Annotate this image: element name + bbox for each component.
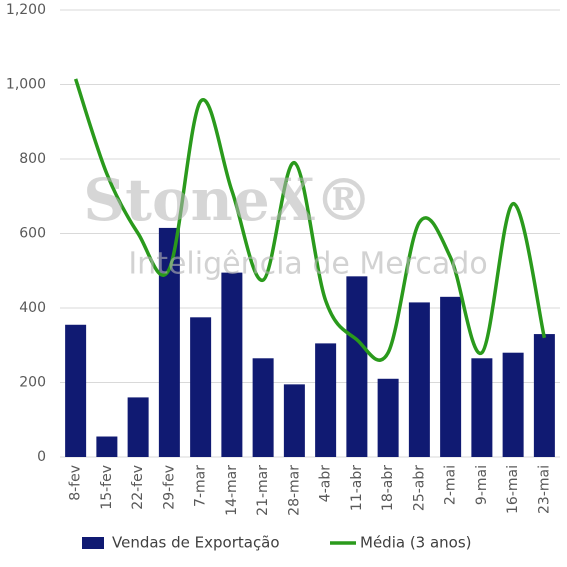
line-series <box>73 78 547 362</box>
x-tick-label: 11-abr <box>349 465 365 511</box>
bar <box>252 358 274 457</box>
bar <box>158 227 180 457</box>
bar <box>283 384 305 457</box>
x-tick-label: 25-abr <box>411 465 427 511</box>
bar <box>346 276 368 457</box>
x-tick-label: 16-mai <box>505 465 521 514</box>
watermark-brand: StoneX® <box>83 166 372 234</box>
x-tick-label: 22-fev <box>130 465 146 510</box>
bar <box>377 378 399 457</box>
x-tick-label: 4-abr <box>318 465 334 502</box>
x-tick-label: 8-fev <box>68 465 84 501</box>
bar <box>408 302 430 457</box>
bar <box>471 358 493 457</box>
y-tick-label: 600 <box>19 226 46 242</box>
y-tick-label: 200 <box>19 375 46 391</box>
bar <box>127 397 149 457</box>
x-tick-label: 28-mar <box>286 465 302 516</box>
bar <box>190 317 212 457</box>
y-tick-label: 800 <box>19 151 46 167</box>
bar <box>502 352 524 457</box>
y-tick-label: 1,200 <box>6 2 46 18</box>
x-tick-label: 18-abr <box>380 465 396 511</box>
x-tick-label: 14-mar <box>224 465 240 516</box>
legend-swatch <box>82 537 104 549</box>
y-tick-label: 400 <box>19 300 46 316</box>
bar <box>221 272 243 457</box>
x-tick-label: 15-fev <box>99 465 115 510</box>
x-tick-label: 23-mai <box>536 465 552 514</box>
bar <box>65 324 87 457</box>
x-tick-label: 29-fev <box>161 465 177 510</box>
watermark-subtitle: Inteligência de Mercado <box>128 247 487 282</box>
x-tick-label: 9-mai <box>474 465 490 505</box>
y-tick-label: 0 <box>37 449 46 465</box>
x-tick-label: 7-mar <box>193 465 209 507</box>
x-tick-label: 21-mar <box>255 465 271 516</box>
y-tick-label: 1,000 <box>6 77 46 93</box>
bar <box>96 436 118 457</box>
bar <box>440 296 462 457</box>
x-tick-label: 2-mai <box>443 465 459 505</box>
legend-label: Vendas de Exportação <box>112 534 280 552</box>
bar <box>533 334 555 457</box>
legend-label: Média (3 anos) <box>360 534 472 552</box>
bar <box>315 343 337 457</box>
